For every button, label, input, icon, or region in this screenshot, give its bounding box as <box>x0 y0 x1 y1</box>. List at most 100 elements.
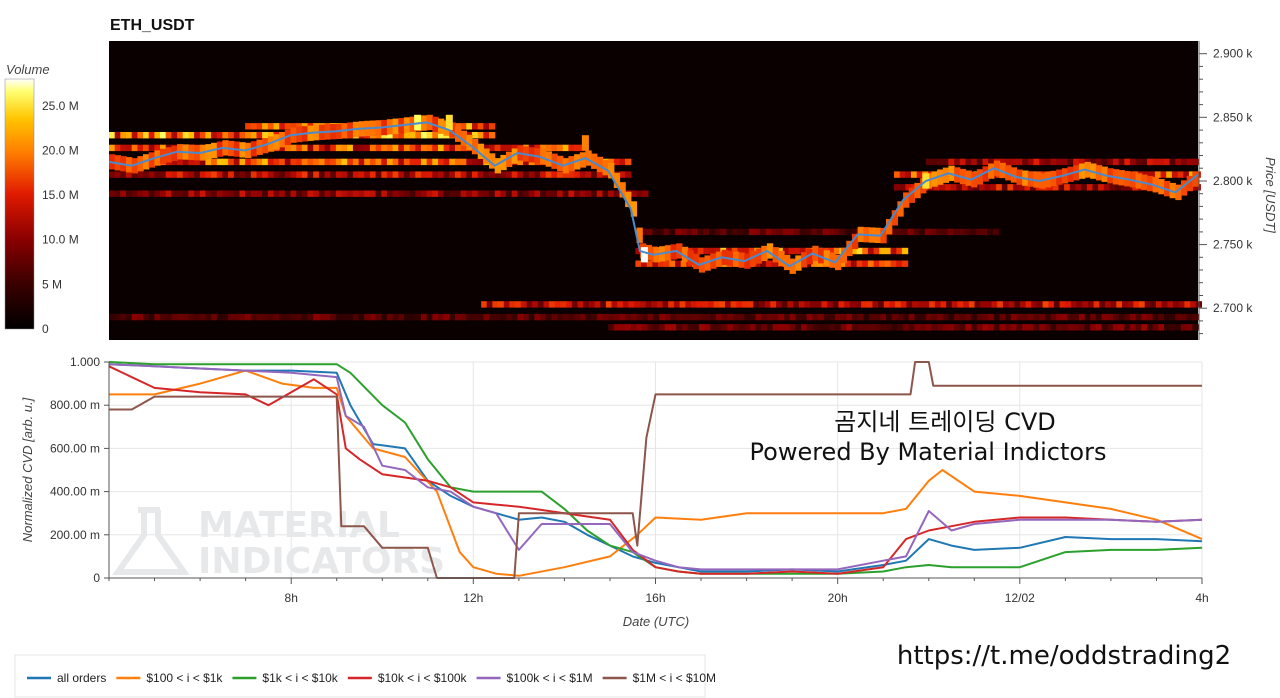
heatmap-cell <box>498 301 505 308</box>
heatmap-cell <box>867 247 875 255</box>
heatmap-cell <box>930 228 937 236</box>
heatmap-cell <box>540 190 547 197</box>
heatmap-cell <box>771 228 778 236</box>
heatmap-cell <box>154 132 161 139</box>
heatmap-cell <box>137 144 144 152</box>
heatmap-cell <box>832 301 839 308</box>
heatmap-cell <box>1067 313 1074 321</box>
heatmap-cell <box>1118 158 1125 166</box>
heatmap-cell <box>415 132 422 139</box>
heatmap-cell <box>970 228 977 236</box>
heatmap-cell <box>958 228 965 236</box>
heatmap-cell <box>636 324 643 331</box>
heatmap-cell <box>1025 301 1032 308</box>
heatmap-cell <box>330 158 337 166</box>
heatmap-cell <box>477 171 484 178</box>
heatmap-cell <box>669 228 676 236</box>
heatmap-cell <box>903 313 910 321</box>
heatmap-cell <box>788 247 795 255</box>
heatmap-cell <box>698 324 706 331</box>
heatmap-cell <box>795 324 802 331</box>
heatmap-cell <box>313 190 320 197</box>
heatmap-cell <box>386 171 394 178</box>
heatmap-cell <box>472 190 479 197</box>
heatmap-cell <box>534 313 541 321</box>
heatmap-cell <box>755 324 762 331</box>
heatmap-cell <box>228 313 235 321</box>
heatmap-cell <box>566 301 573 308</box>
heatmap-cell <box>693 313 700 321</box>
heatmap-cell <box>845 260 852 267</box>
heatmap-cell <box>1016 324 1023 331</box>
heatmap-cell <box>675 260 682 267</box>
heatmap-cell <box>749 313 757 321</box>
heatmap-cell <box>681 324 689 331</box>
telegram-link[interactable]: https://t.me/oddstrading2 <box>897 641 1231 671</box>
heatmap-cell <box>585 171 592 178</box>
heatmap-cell <box>369 171 377 178</box>
heatmap-cell <box>602 190 609 197</box>
heatmap-cell <box>279 132 286 148</box>
price-tick-label: 2.750 k <box>1213 238 1253 252</box>
heatmap-cell <box>942 324 950 331</box>
heatmap-cell <box>605 301 613 308</box>
heatmap-cell <box>114 190 121 197</box>
heatmap-cell <box>250 171 258 178</box>
heatmap-cell <box>1169 158 1176 166</box>
heatmap-cell <box>668 301 675 308</box>
heatmap-cell <box>816 228 824 236</box>
heatmap-cell <box>676 324 683 331</box>
heatmap-cell <box>228 171 235 178</box>
heatmap-cell <box>114 144 121 152</box>
heatmap-cell <box>777 228 784 236</box>
heatmap-cell <box>131 132 138 139</box>
heatmap-cell <box>403 171 411 178</box>
heatmap-cell <box>976 158 984 166</box>
heatmap-cell <box>996 184 1003 191</box>
heatmap-cell <box>954 313 961 321</box>
heatmap-cell <box>798 301 805 308</box>
heatmap-cell <box>1115 184 1122 191</box>
heatmap-cell <box>483 123 490 130</box>
heatmap-cell <box>421 190 428 197</box>
heatmap-cell <box>1190 301 1197 308</box>
heatmap-cell <box>821 301 828 308</box>
heatmap-cell <box>279 313 286 321</box>
heatmap-cell <box>924 228 931 236</box>
heatmap-cell <box>386 144 394 152</box>
heatmap-cell <box>816 260 824 267</box>
heatmap-cell <box>846 240 853 257</box>
heatmap-cell <box>483 144 490 152</box>
heatmap-cell <box>540 171 547 178</box>
heatmap-cell <box>409 313 416 321</box>
cvd-y-tick-label: 600.00 m <box>50 441 100 455</box>
heatmap-cell <box>398 171 405 178</box>
heatmap-cell <box>352 144 360 152</box>
heatmap-cell <box>267 123 275 130</box>
heatmap-cell <box>873 247 880 255</box>
heatmap-cell <box>126 313 133 321</box>
heatmap-cell <box>953 228 960 236</box>
heatmap-cell <box>918 228 926 236</box>
heatmap-cell <box>233 158 241 166</box>
heatmap-cell <box>1152 158 1159 166</box>
heatmap-cell <box>477 132 484 139</box>
heatmap-cell <box>438 158 445 166</box>
heatmap-cell <box>443 158 450 166</box>
heatmap-cell <box>307 313 314 321</box>
heatmap-cell <box>1050 324 1057 331</box>
heatmap-cell <box>1152 324 1159 331</box>
heatmap-cell <box>1022 313 1029 321</box>
heatmap-cell <box>923 301 930 308</box>
heatmap-cell <box>511 148 518 164</box>
heatmap-cell <box>205 313 212 321</box>
heatmap-cell <box>239 171 246 178</box>
heatmap-cell <box>749 250 757 267</box>
heatmap-cell <box>982 313 989 321</box>
heatmap-cell <box>1147 313 1154 321</box>
heatmap-cell <box>731 228 739 236</box>
heatmap-cell <box>1036 301 1044 308</box>
heatmap-cell <box>693 253 700 270</box>
heatmap-cell <box>415 313 422 321</box>
